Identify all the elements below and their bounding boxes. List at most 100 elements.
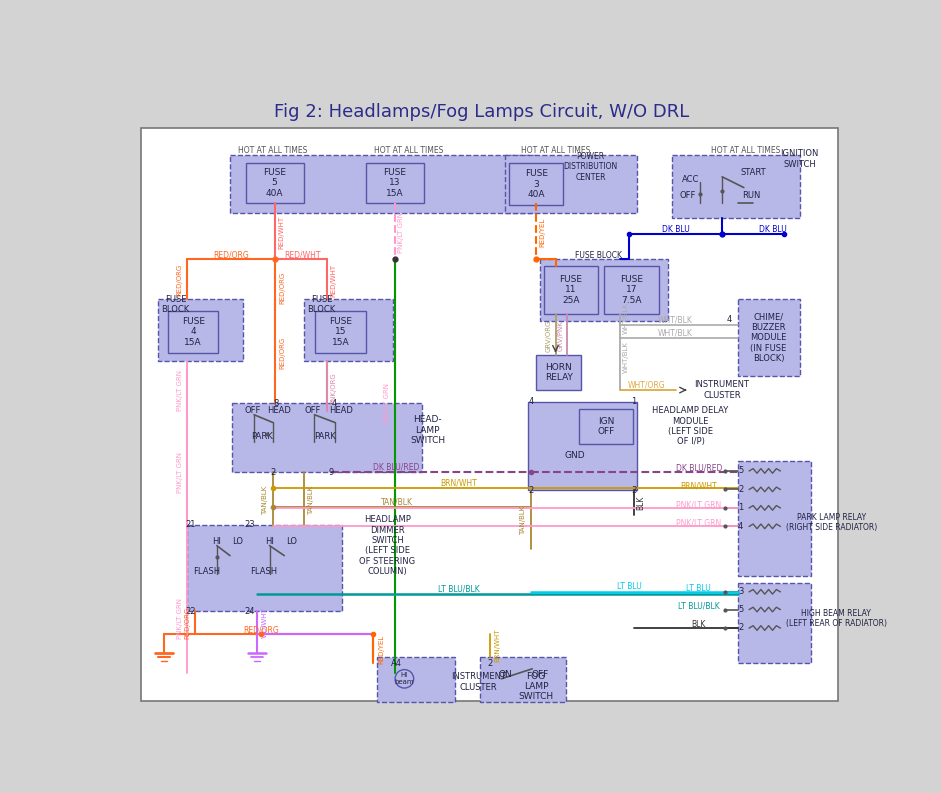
Text: PNK/LT GRN: PNK/LT GRN: [677, 500, 722, 509]
Text: 23: 23: [244, 520, 255, 529]
Text: FUSE BLOCK: FUSE BLOCK: [575, 251, 622, 260]
Text: OFF: OFF: [245, 406, 261, 416]
Text: FUSE
17
7.5A: FUSE 17 7.5A: [620, 275, 643, 305]
Text: RED/ORG: RED/ORG: [214, 250, 249, 259]
Text: WHT/BLK: WHT/BLK: [658, 328, 694, 338]
Text: HEAD-
LAMP
SWITCH: HEAD- LAMP SWITCH: [410, 416, 445, 445]
Text: BLK: BLK: [692, 620, 706, 630]
Text: VID/WHT: VID/WHT: [262, 607, 268, 638]
Text: 4: 4: [332, 399, 337, 408]
Text: 24: 24: [244, 607, 255, 615]
Text: DK BLU: DK BLU: [758, 224, 787, 234]
Text: PARK: PARK: [251, 431, 273, 441]
Text: HIGH BEAM RELAY
(LEFT REAR OF RADIATOR): HIGH BEAM RELAY (LEFT REAR OF RADIATOR): [786, 609, 886, 629]
Text: 2: 2: [529, 485, 534, 495]
Text: 3: 3: [738, 588, 743, 596]
Text: PARK: PARK: [314, 431, 336, 441]
Text: HOT AT ALL TIMES: HOT AT ALL TIMES: [520, 146, 590, 155]
Text: IGNITION
SWITCH: IGNITION SWITCH: [780, 149, 819, 169]
Text: 5: 5: [738, 605, 743, 614]
Text: PNK/ORG: PNK/ORG: [330, 372, 336, 404]
Text: 2: 2: [487, 659, 492, 668]
Text: WHT/BLK: WHT/BLK: [623, 302, 629, 335]
Text: WHT/BLK: WHT/BLK: [623, 341, 629, 373]
Text: RED/ORG: RED/ORG: [184, 607, 190, 638]
Text: TAN/BLK: TAN/BLK: [309, 485, 314, 515]
Text: FUSE
15
15A: FUSE 15 15A: [329, 317, 352, 347]
Bar: [168, 311, 218, 353]
Text: BRN/WHT: BRN/WHT: [680, 482, 717, 491]
FancyBboxPatch shape: [540, 259, 668, 321]
FancyBboxPatch shape: [738, 461, 811, 577]
Text: 22: 22: [185, 607, 196, 615]
Text: PNK/LT GRN: PNK/LT GRN: [177, 598, 183, 639]
Text: LT BLU: LT BLU: [687, 584, 711, 593]
Text: PARK LAMP RELAY
(RIGHT SIDE RADIATOR): PARK LAMP RELAY (RIGHT SIDE RADIATOR): [786, 513, 877, 532]
Text: HEADLAMP
DIMMER
SWITCH
(LEFT SIDE
OF STEERING
COLUMN): HEADLAMP DIMMER SWITCH (LEFT SIDE OF STE…: [359, 515, 416, 576]
Text: START: START: [741, 168, 766, 178]
Text: ACC: ACC: [682, 175, 700, 184]
Text: 2: 2: [738, 623, 743, 633]
Text: HOT AT ALL TIMES: HOT AT ALL TIMES: [374, 146, 443, 155]
FancyBboxPatch shape: [232, 403, 423, 473]
Text: RED/ORG: RED/ORG: [243, 625, 279, 634]
Text: FUSE
11
25A: FUSE 11 25A: [560, 275, 582, 305]
Text: PNK/LT GRN: PNK/LT GRN: [384, 383, 390, 423]
Bar: [544, 266, 598, 314]
Text: 3: 3: [631, 485, 636, 495]
Text: RED/ORG: RED/ORG: [279, 271, 286, 304]
Text: BLK: BLK: [636, 496, 646, 511]
Text: FUSE
4
15A: FUSE 4 15A: [182, 317, 205, 347]
FancyBboxPatch shape: [187, 525, 343, 611]
Bar: [246, 163, 304, 203]
Text: DK BLU/RED: DK BLU/RED: [374, 462, 420, 472]
Text: DK BLU: DK BLU: [662, 224, 690, 234]
Text: FUSE
BLOCK: FUSE BLOCK: [308, 295, 336, 314]
Text: PNK/LT GRN: PNK/LT GRN: [177, 452, 183, 493]
Text: FLASH: FLASH: [193, 566, 220, 576]
Text: HEAD: HEAD: [329, 406, 353, 416]
Text: LO: LO: [286, 538, 297, 546]
Text: PNK/LT GRN: PNK/LT GRN: [177, 370, 183, 411]
Text: WHT/BLK: WHT/BLK: [658, 316, 694, 324]
Text: A4: A4: [391, 659, 402, 668]
Text: RUN: RUN: [742, 191, 760, 200]
Text: ON: ON: [498, 670, 512, 679]
Text: DK BLU/RED: DK BLU/RED: [676, 463, 722, 473]
Text: RED/YEL: RED/YEL: [539, 217, 546, 247]
Text: 8: 8: [274, 399, 279, 408]
FancyBboxPatch shape: [672, 155, 800, 218]
Text: RED/ORG: RED/ORG: [279, 337, 286, 370]
Text: 4: 4: [727, 316, 732, 324]
Text: BRN/WHT: BRN/WHT: [494, 629, 501, 662]
Text: Fig 2: Headlamps/Fog Lamps Circuit, W/O DRL: Fig 2: Headlamps/Fog Lamps Circuit, W/O …: [274, 103, 690, 121]
Text: GND: GND: [565, 451, 585, 460]
Text: 2: 2: [738, 485, 743, 494]
Text: HOT AT ALL TIMES: HOT AT ALL TIMES: [710, 146, 780, 155]
Text: HI
beam: HI beam: [394, 672, 414, 685]
FancyBboxPatch shape: [738, 299, 800, 376]
Bar: [536, 355, 582, 390]
Text: TAN/BLK: TAN/BLK: [380, 497, 412, 506]
Bar: [315, 311, 366, 353]
Text: LT BLU/BLK: LT BLU/BLK: [678, 602, 720, 611]
Bar: [529, 401, 637, 490]
FancyBboxPatch shape: [158, 299, 243, 361]
Text: LO: LO: [232, 538, 244, 546]
Text: GRV/PNK: GRV/PNK: [557, 320, 563, 351]
Text: IGN
OFF: IGN OFF: [598, 417, 614, 436]
Text: PNK/LT GRN: PNK/LT GRN: [398, 212, 405, 253]
Text: LT BLU: LT BLU: [616, 582, 642, 591]
Text: RED/WHT: RED/WHT: [330, 263, 336, 297]
Bar: [509, 163, 564, 205]
Text: RED/ORG: RED/ORG: [177, 264, 183, 296]
Text: 2: 2: [270, 468, 276, 477]
Text: FUSE
13
15A: FUSE 13 15A: [383, 168, 407, 197]
Text: 1: 1: [631, 397, 636, 406]
Bar: [604, 266, 659, 314]
Text: OFF: OFF: [305, 406, 321, 416]
Text: FLASH: FLASH: [249, 566, 277, 576]
Text: HI: HI: [213, 538, 221, 546]
Text: HEAD: HEAD: [267, 406, 291, 416]
Text: 4: 4: [529, 397, 534, 406]
